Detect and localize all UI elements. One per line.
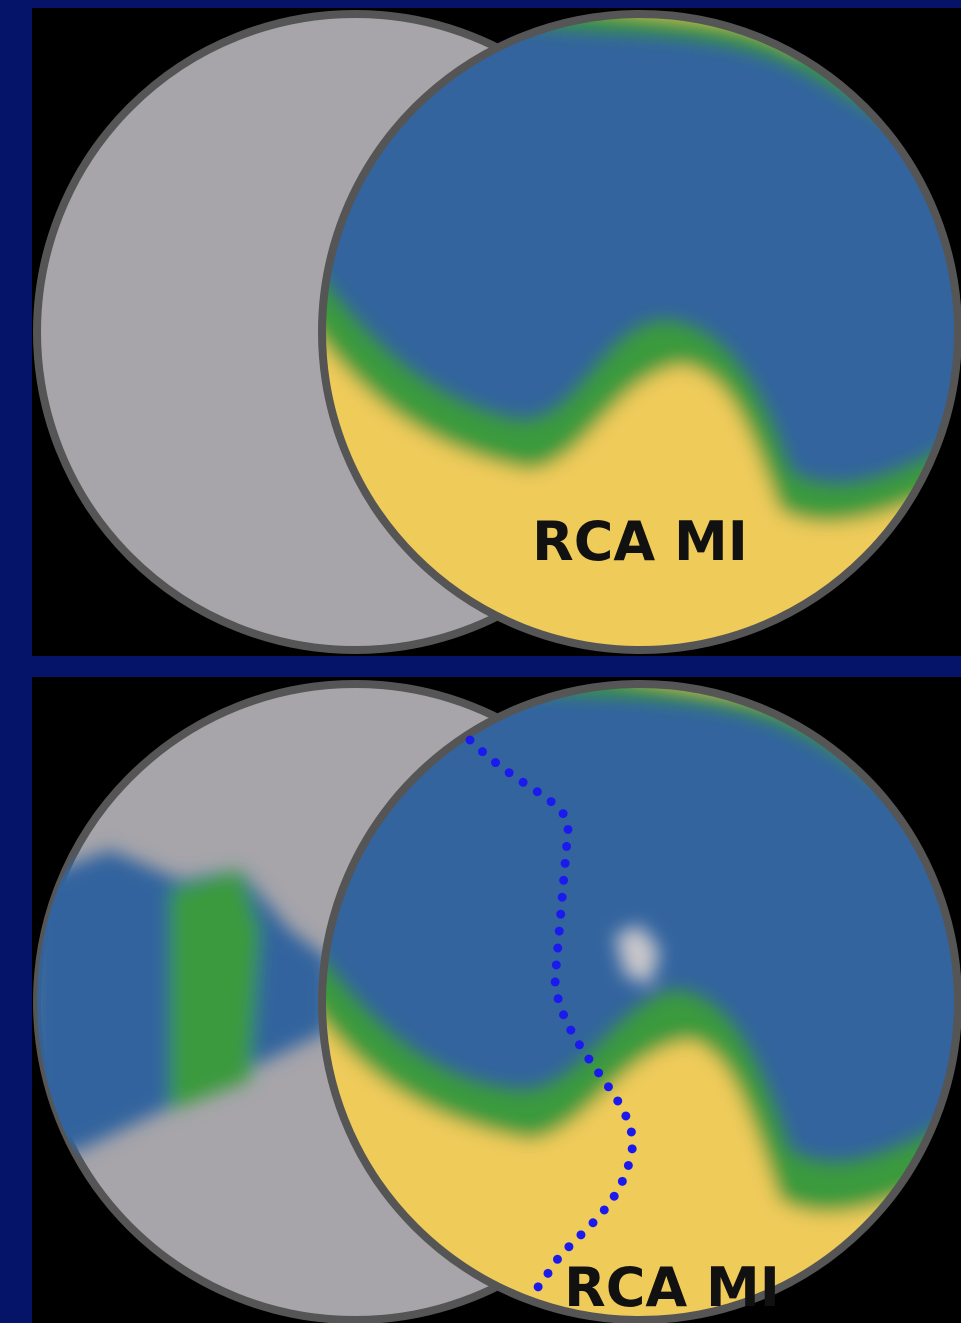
grey-defect	[37, 850, 330, 1160]
top-map: RCA MI	[33, 10, 961, 654]
label: RCA MI	[564, 1256, 780, 1319]
label: RCA MI	[532, 510, 748, 573]
bottom-map: RCA MI	[33, 680, 961, 1323]
polar-outline	[318, 680, 961, 1323]
polar-outline	[318, 10, 961, 654]
